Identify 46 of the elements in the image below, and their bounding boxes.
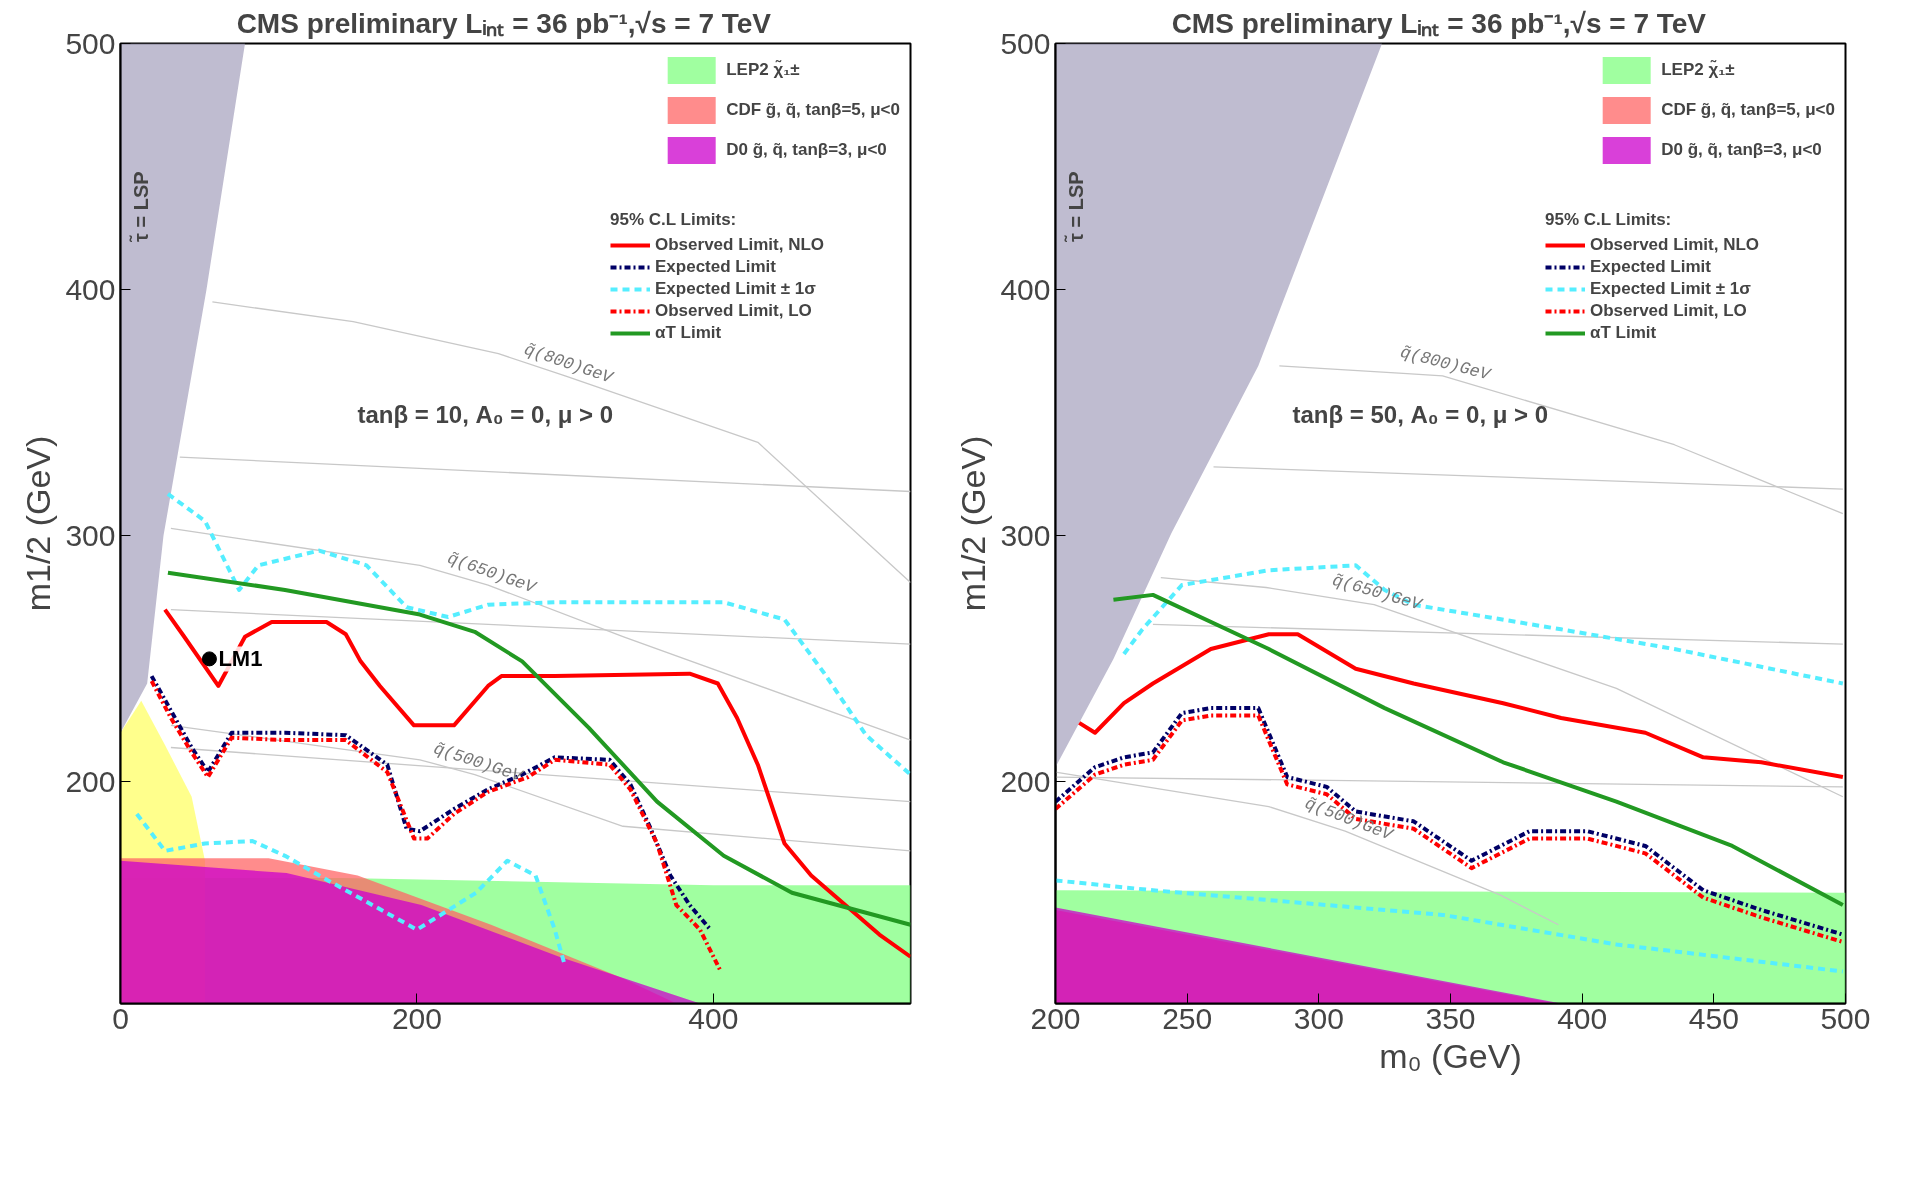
x-tick-label: 350 — [1425, 1001, 1476, 1035]
legend-label: Observed Limit, LO — [1590, 301, 1747, 321]
y-tick-label: 500 — [1000, 26, 1051, 60]
x-tick-label: 500 — [1820, 1001, 1871, 1035]
legend-label: Expected Limit ± 1σ — [1590, 279, 1751, 299]
y-axis-title: m1/2 (GeV) — [954, 435, 993, 612]
legend-title: 95% C.L Limits: — [1545, 210, 1673, 230]
legend-label: Observed Limit, NLO — [655, 235, 825, 255]
chart-title: CMS preliminary Lᵢₙₜ = 36 pb⁻¹,√s = 7 TeV — [236, 7, 772, 39]
annotation: τ̃ = LSP — [1064, 171, 1088, 244]
legend-label: LEP2 χ̃₁± — [726, 60, 800, 80]
legend-label: αT Limit — [655, 323, 722, 343]
y-tick-label: 500 — [65, 26, 116, 60]
x-tick-label: 200 — [1030, 1001, 1081, 1035]
x-tick-label: 450 — [1688, 1001, 1739, 1035]
legend-label: αT Limit — [1590, 323, 1657, 343]
y-tick-label: 300 — [1000, 518, 1051, 552]
y-tick-label: 200 — [65, 764, 116, 798]
legend-label: CDF g̃, q̃, tanβ=5, μ<0 — [726, 100, 900, 120]
chart-title: CMS preliminary Lᵢₙₜ = 36 pb⁻¹,√s = 7 TeV — [1171, 7, 1707, 39]
x-tick-label: 200 — [391, 1001, 442, 1035]
y-tick-label: 200 — [1000, 764, 1051, 798]
annotation: τ̃ = LSP — [129, 171, 153, 244]
x-tick-label: 300 — [1293, 1001, 1344, 1035]
annotation: tanβ = 50, A₀ = 0, μ > 0 — [1292, 400, 1549, 428]
legend-label: CDF g̃, q̃, tanβ=5, μ<0 — [1661, 100, 1835, 120]
x-tick-label: 250 — [1162, 1001, 1213, 1035]
legend-label: Observed Limit, NLO — [1590, 235, 1760, 255]
x-tick-label: 0 — [112, 1001, 129, 1035]
series-label: LM1 — [218, 646, 263, 672]
y-tick-label: 400 — [1000, 272, 1051, 306]
y-axis-title: m1/2 (GeV) — [19, 435, 58, 612]
y-tick-label: 400 — [65, 272, 116, 306]
legend-label: Observed Limit, LO — [655, 301, 812, 321]
legend-label: Expected Limit — [655, 257, 776, 277]
legend-label: D0 g̃, q̃, tanβ=3, μ<0 — [726, 140, 887, 160]
legend-label: Expected Limit ± 1σ — [655, 279, 816, 299]
legend-label: Expected Limit — [1590, 257, 1711, 277]
x-tick-label: 400 — [1557, 1001, 1608, 1035]
annotation: tanβ = 10, A₀ = 0, μ > 0 — [357, 400, 614, 428]
legend-title: 95% C.L Limits: — [610, 210, 738, 230]
x-axis-title: m₀ (GeV) — [1379, 1036, 1522, 1075]
y-tick-label: 300 — [65, 518, 116, 552]
legend-label: LEP2 χ̃₁± — [1661, 60, 1735, 80]
legend-label: D0 g̃, q̃, tanβ=3, μ<0 — [1661, 140, 1822, 160]
x-tick-label: 400 — [688, 1001, 739, 1035]
